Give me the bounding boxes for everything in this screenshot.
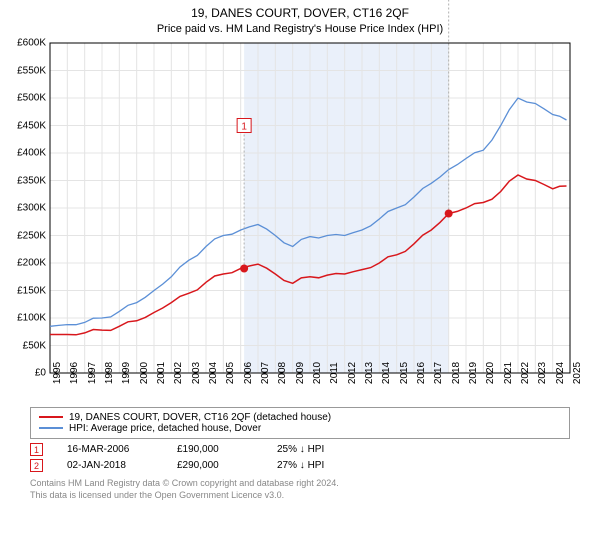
x-tick-label: 1997 [85,362,98,384]
page-title: 19, DANES COURT, DOVER, CT16 2QF Price p… [0,0,600,37]
sale-price: £190,000 [177,444,277,455]
x-tick-label: 2021 [501,362,514,384]
sale-price: £290,000 [177,460,277,471]
y-tick-label: £0 [35,368,50,379]
footer-line-2: This data is licensed under the Open Gov… [30,490,570,502]
sale-row: 202-JAN-2018£290,00027% ↓ HPI [30,459,570,472]
y-tick-label: £300K [17,203,50,214]
attribution-footer: Contains HM Land Registry data © Crown c… [30,478,570,501]
x-tick-label: 2012 [345,362,358,384]
x-tick-label: 2019 [466,362,479,384]
y-tick-label: £400K [17,148,50,159]
legend-row: 19, DANES COURT, DOVER, CT16 2QF (detach… [39,412,561,423]
y-tick-label: £500K [17,93,50,104]
x-tick-label: 2006 [241,362,254,384]
sale-date: 16-MAR-2006 [43,444,177,455]
sale-delta: 27% ↓ HPI [277,460,324,471]
x-tick-label: 2015 [397,362,410,384]
x-tick-label: 2005 [223,362,236,384]
sale-index-box: 2 [30,459,43,472]
x-tick-label: 2003 [189,362,202,384]
y-tick-label: £100K [17,313,50,324]
y-tick-label: £200K [17,258,50,269]
legend-row: HPI: Average price, detached house, Dove… [39,423,561,434]
x-tick-label: 1999 [119,362,132,384]
y-tick-label: £150K [17,285,50,296]
sale-dot-1 [240,265,248,273]
x-tick-label: 2013 [362,362,375,384]
x-tick-label: 2001 [154,362,167,384]
footer-line-1: Contains HM Land Registry data © Crown c… [30,478,570,490]
price-chart: 12£0£50K£100K£150K£200K£250K£300K£350K£4… [50,43,570,373]
x-tick-label: 2024 [553,362,566,384]
x-tick-label: 2010 [310,362,323,384]
sales-table: 116-MAR-2006£190,00025% ↓ HPI 202-JAN-201… [0,443,600,472]
x-tick-label: 2025 [570,362,583,384]
sale-row: 116-MAR-2006£190,00025% ↓ HPI [30,443,570,456]
legend-swatch [39,427,63,429]
legend-swatch [39,416,63,418]
x-tick-label: 2016 [414,362,427,384]
x-tick-label: 2020 [483,362,496,384]
y-tick-label: £50K [23,340,50,351]
legend-label: 19, DANES COURT, DOVER, CT16 2QF (detach… [69,412,331,423]
y-tick-label: £550K [17,65,50,76]
y-tick-label: £600K [17,38,50,49]
sale-index-box: 1 [30,443,43,456]
sale-delta: 25% ↓ HPI [277,444,324,455]
x-tick-label: 2000 [137,362,150,384]
x-tick-label: 2018 [449,362,462,384]
x-tick-label: 2014 [379,362,392,384]
y-tick-label: £350K [17,175,50,186]
sale-marker-1: 1 [241,122,247,133]
title-line-1: 19, DANES COURT, DOVER, CT16 2QF [0,0,600,20]
x-tick-label: 1998 [102,362,115,384]
legend-label: HPI: Average price, detached house, Dove… [69,423,261,434]
x-tick-label: 2004 [206,362,219,384]
x-tick-label: 1995 [50,362,63,384]
x-tick-label: 2011 [327,362,340,384]
sale-date: 02-JAN-2018 [43,460,177,471]
sale-dot-2 [445,210,453,218]
y-tick-label: £450K [17,120,50,131]
y-tick-label: £250K [17,230,50,241]
title-line-2: Price paid vs. HM Land Registry's House … [0,20,600,37]
x-tick-label: 2007 [258,362,271,384]
x-tick-label: 2017 [431,362,444,384]
legend: 19, DANES COURT, DOVER, CT16 2QF (detach… [30,407,570,439]
x-tick-label: 2022 [518,362,531,384]
x-tick-label: 2002 [171,362,184,384]
x-tick-label: 2008 [275,362,288,384]
x-tick-label: 1996 [67,362,80,384]
x-tick-label: 2009 [293,362,306,384]
x-tick-label: 2023 [535,362,548,384]
